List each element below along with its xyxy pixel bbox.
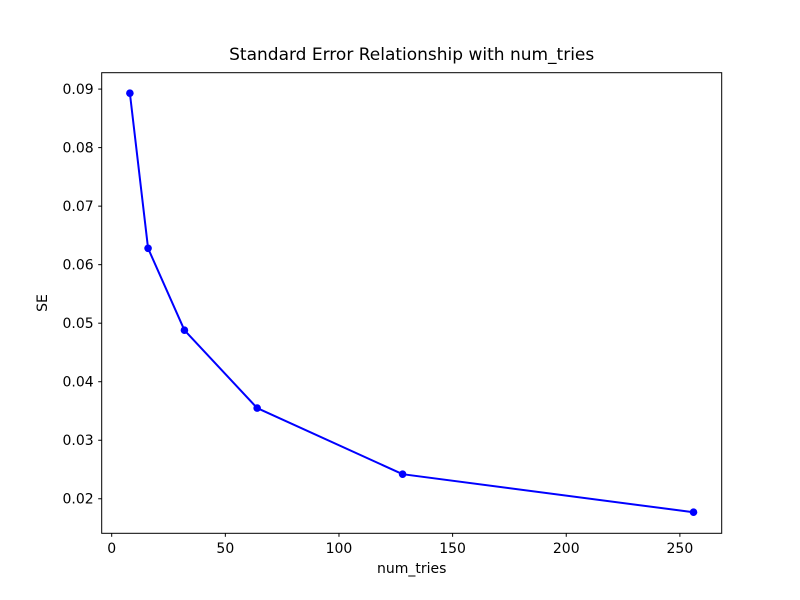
- chart-title: Standard Error Relationship with num_tri…: [229, 45, 594, 65]
- x-tick-label: 100: [326, 541, 353, 557]
- x-tick-label: 150: [439, 541, 466, 557]
- x-tick-label: 200: [553, 541, 580, 557]
- axes-ticks: 0 50 100 150 200 250 0.02 0.03 0.04 0.05 0.06 0.07 0…: [63, 82, 694, 557]
- y-tick-label: 0.06: [63, 257, 94, 273]
- data-point: [689, 508, 698, 517]
- x-tick-label: 0: [107, 541, 116, 557]
- y-axis-label: SE: [35, 294, 51, 312]
- y-tick-label: 0.07: [63, 199, 94, 215]
- data-point: [180, 326, 189, 335]
- axes-frame: [101, 72, 723, 534]
- x-tick-label: 50: [216, 541, 234, 557]
- x-tick-label: 250: [667, 541, 694, 557]
- series-layer: [126, 89, 698, 517]
- y-tick-label: 0.02: [63, 492, 94, 508]
- data-point: [126, 89, 134, 97]
- y-tick-label: 0.05: [63, 316, 94, 332]
- y-tick-label: 0.09: [63, 82, 94, 98]
- se-line: [128, 92, 695, 514]
- y-tick-label: 0.04: [63, 375, 94, 391]
- axes-spines: [101, 72, 723, 534]
- data-point: [398, 470, 407, 478]
- data-point: [144, 244, 152, 253]
- x-axis-label: num_tries: [377, 561, 446, 577]
- y-tick-label: 0.08: [63, 140, 94, 156]
- y-tick-label: 0.03: [63, 433, 94, 449]
- data-point: [253, 404, 261, 412]
